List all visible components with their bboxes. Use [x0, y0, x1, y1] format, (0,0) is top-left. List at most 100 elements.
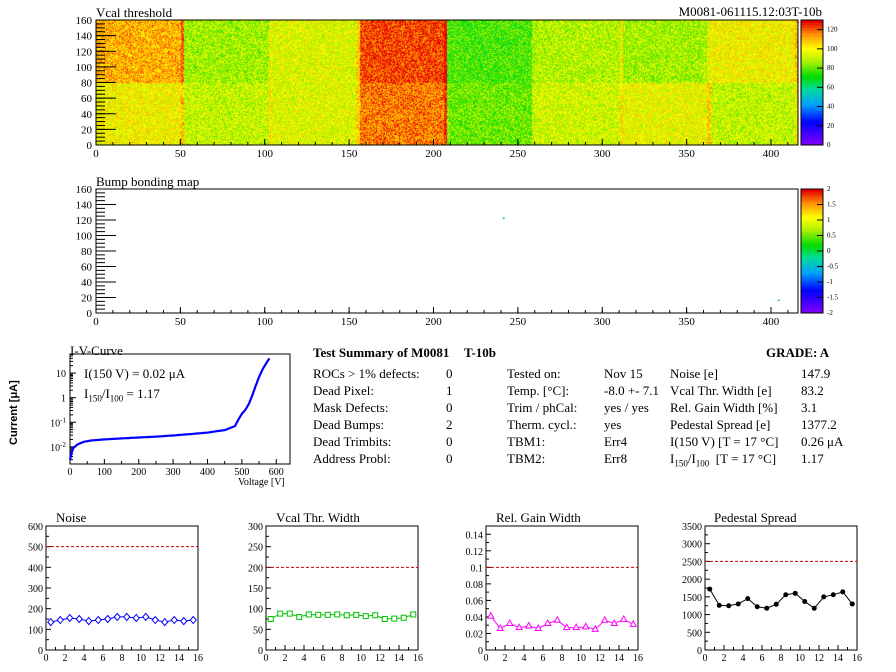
x-tick-label: 50: [175, 148, 187, 160]
y-tick-label: 50: [253, 625, 263, 636]
y-tick-label: 2500: [682, 557, 702, 568]
color-scale-band: [801, 35, 823, 38]
x-tick-label: 150: [341, 148, 358, 160]
z-tick-label: 1.5: [827, 201, 836, 209]
x-tick-label: 200: [425, 316, 442, 328]
data-point: [754, 604, 760, 610]
color-scale-band: [801, 255, 823, 259]
z-tick-label: -1.5: [827, 294, 839, 302]
color-scale-band: [801, 82, 823, 86]
data-point: [343, 612, 350, 619]
y-tick-label: 1000: [682, 611, 702, 622]
bump-map-title: Bump bonding map: [96, 174, 200, 189]
iv-x-tick-label: 100: [97, 467, 112, 478]
x-tick-label: 50: [175, 316, 187, 328]
data-point: [553, 615, 562, 623]
y-tick-label: 0: [258, 646, 263, 657]
x-tick-label: 12: [375, 653, 385, 664]
y-tick-label: 0.14: [466, 530, 484, 541]
y-tick-label: 0.04: [466, 613, 484, 624]
result-label: Noise [e]: [670, 366, 719, 381]
grade: GRADE: A: [766, 345, 830, 360]
x-tick-label: 250: [510, 316, 527, 328]
color-scale-band: [801, 273, 823, 277]
module-id: M0081-061115.12:03T-10b: [678, 4, 822, 19]
chart-frame: [265, 525, 419, 651]
data-point: [581, 622, 590, 630]
data-point: [496, 623, 505, 632]
color-scale-band: [801, 243, 823, 247]
z-tick-label: 60: [827, 83, 835, 91]
y-tick-label: 200: [28, 605, 43, 616]
defect-value: 0: [446, 366, 453, 381]
data-point: [113, 612, 121, 622]
data-point: [142, 612, 150, 622]
color-scale-band: [801, 223, 823, 227]
iv-y-tick-label: 10: [56, 369, 66, 380]
color-scale-band: [801, 280, 823, 284]
x-tick-label: 2: [722, 653, 727, 664]
data-point: [75, 614, 83, 624]
data-point: [189, 615, 197, 625]
result-label: Pedestal Spread [e]: [670, 417, 771, 432]
x-tick-label: 8: [340, 653, 345, 664]
y-tick-label: 100: [76, 231, 93, 243]
condition-value: yes: [604, 417, 622, 432]
x-tick-label: 16: [633, 653, 643, 664]
data-point: [123, 612, 131, 622]
y-tick-label: 500: [687, 628, 702, 639]
color-scale-band: [801, 288, 823, 292]
y-tick-label: 2000: [682, 575, 702, 586]
iv-ratio-value: = 1.17: [126, 386, 160, 401]
y-tick-label: 140: [76, 200, 93, 212]
condition-label: TBM2:: [507, 451, 546, 466]
data-point: [591, 624, 600, 632]
x-tick-label: 250: [510, 148, 527, 160]
y-tick-label: 500: [28, 543, 43, 554]
data-point: [170, 615, 178, 625]
color-scale-band: [801, 241, 823, 245]
data-point: [764, 605, 770, 611]
x-tick-label: 2: [503, 653, 508, 664]
color-scale-band: [801, 50, 823, 53]
color-scale-band: [801, 278, 823, 282]
data-point: [619, 614, 628, 622]
color-scale-frame: [800, 19, 824, 146]
x-tick-label: 350: [678, 316, 695, 328]
y-tick-label: 0: [697, 646, 702, 657]
x-tick-label: 16: [413, 653, 423, 664]
chart-frame: [45, 525, 199, 651]
ratio-sub1: 150: [674, 458, 688, 469]
summary-test: T-10b: [464, 345, 497, 360]
defect-label: Dead Bumps:: [313, 417, 385, 432]
y-tick-label: 80: [81, 246, 93, 258]
condition-label: Tested on:: [507, 366, 561, 381]
color-scale-band: [801, 105, 823, 108]
color-scale-band: [801, 228, 823, 232]
iv-ratio-i: I: [84, 386, 89, 401]
color-scale-band: [801, 140, 823, 143]
x-tick-label: 4: [741, 653, 746, 664]
result-value: 0.26 μA: [801, 434, 844, 449]
color-scale-band: [801, 211, 823, 215]
color-scale-band: [801, 221, 823, 225]
color-scale-band: [801, 275, 823, 279]
x-tick-label: 0: [44, 653, 49, 664]
data-point: [324, 611, 331, 618]
iv-xlabel: Voltage [V]: [238, 477, 285, 488]
x-tick-label: 300: [594, 316, 611, 328]
defect-value: 0: [446, 451, 453, 466]
z-tick-label: 0.5: [827, 232, 836, 240]
color-scale-band: [801, 57, 823, 61]
x-tick-label: 0: [484, 653, 489, 664]
color-scale-band: [801, 37, 823, 41]
data-point: [745, 596, 751, 602]
iv-frame: [69, 353, 291, 465]
color-scale-band: [801, 125, 823, 128]
pedestal-title: Pedestal Spread: [714, 510, 797, 525]
color-scale-band: [801, 308, 823, 312]
result-value: 1377.2: [801, 417, 837, 432]
color-scale-band: [801, 253, 823, 257]
data-point: [716, 602, 722, 608]
x-tick-label: 0: [93, 148, 99, 160]
